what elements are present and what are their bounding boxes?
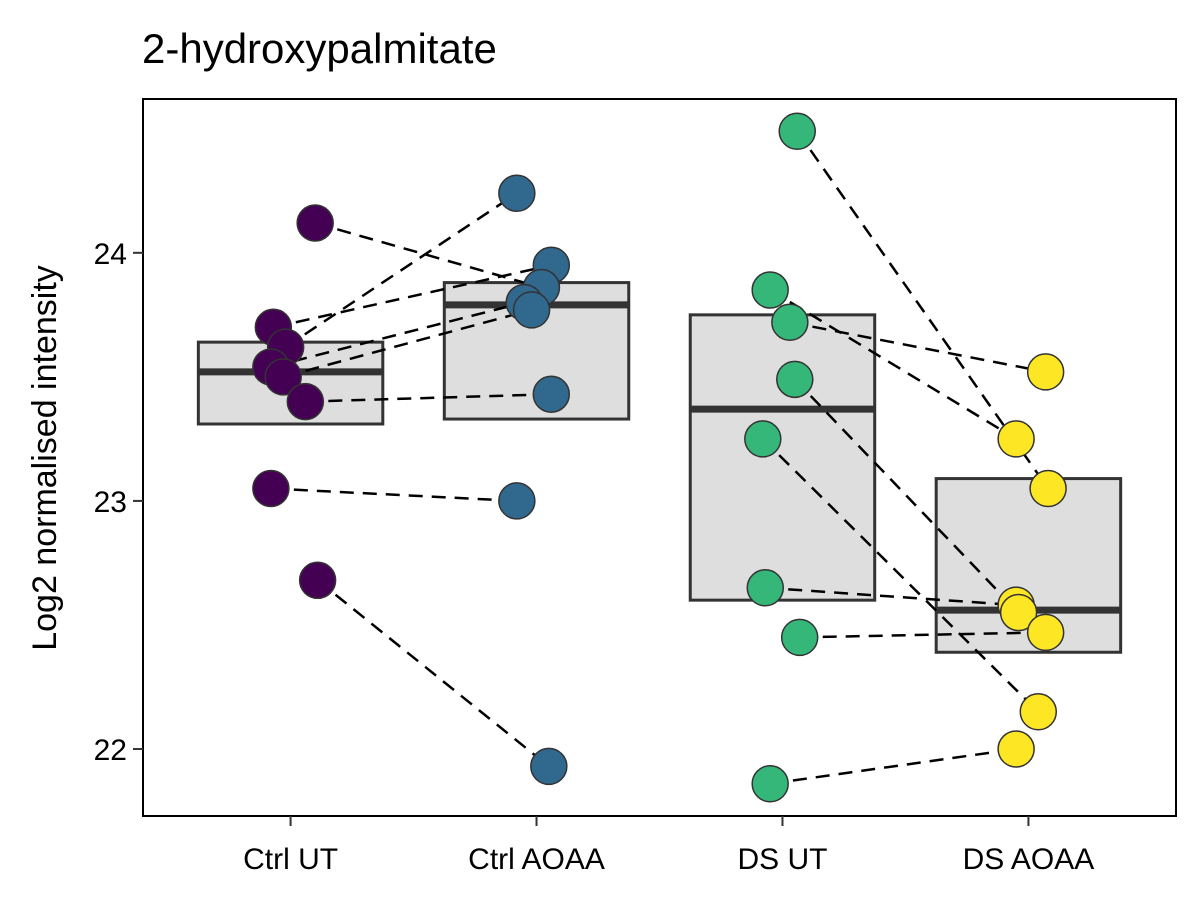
data-point-ctrl-ut-1 [296,204,334,242]
chart-title: 2-hydroxypalmitate [142,25,497,72]
data-point-ds-ut-24 [751,764,789,803]
pair-line-3 [284,192,518,349]
data-point-ctrl-ut-8 [298,561,337,600]
data-point-ds-aoaa-27 [1029,469,1067,508]
data-point-ds-aoaa-32 [997,730,1035,768]
pair-lines-layer [270,130,1050,785]
data-point-ds-ut-18 [751,271,789,309]
data-point-ds-aoaa-25 [1026,353,1065,391]
pair-line-9 [796,130,1050,490]
data-point-ctrl-aoaa-16 [530,747,568,786]
data-point-ds-aoaa-31 [1019,693,1058,731]
boxes-layer [196,281,1123,654]
data-point-ds-aoaa-29 [999,593,1038,632]
x-tick-label-ds-ut: DS UT [737,843,827,876]
data-point-ctrl-aoaa-14 [532,375,571,413]
data-point-ds-aoaa-26 [997,420,1035,458]
data-point-ds-ut-20 [776,360,814,399]
y-tick-label-22: 22 [94,734,127,767]
x-tick-label-ds-aoaa: DS AOAA [963,843,1095,876]
pair-line-5 [282,308,532,379]
x-tick-label-ctrl-ut: Ctrl UT [243,843,338,876]
data-point-ds-ut-22 [746,569,785,607]
plot-panel-border [142,98,1177,817]
pair-line-13 [761,438,1040,713]
pair-line-10 [769,288,1017,440]
pair-line-16 [770,747,1017,785]
points-layer [252,112,1067,803]
data-point-ctrl-ut-6 [286,382,325,421]
data-point-ctrl-ut-5 [264,358,302,396]
data-point-ctrl-ut-7 [252,469,290,508]
pair-line-4 [270,301,525,369]
axes-layer: 22 23 24 Ctrl UT Ctrl AOAA DS UT DS AOAA [94,98,1177,876]
data-point-ds-ut-23 [780,618,819,657]
data-point-ds-ut-17 [778,112,816,151]
x-tick-label-ctrl-aoaa: Ctrl AOAA [468,843,605,876]
pair-line-8 [316,579,550,768]
pair-line-7 [270,487,517,503]
pair-line-12 [793,378,1020,614]
data-point-ds-ut-19 [771,303,809,342]
pair-line-1 [314,221,542,289]
y-tick-label-23: 23 [94,486,127,519]
pair-line-6 [305,392,552,403]
y-tick-label-24: 24 [94,238,127,271]
data-point-ctrl-aoaa-13 [512,291,551,329]
pair-line-14 [765,586,1017,607]
pair-line-11 [789,321,1046,374]
data-point-ds-aoaa-30 [1026,613,1065,652]
pair-line-15 [799,631,1046,639]
data-point-ctrl-aoaa-9 [498,174,536,213]
y-axis-title: Log2 normalised intensity [26,265,64,651]
pair-line-2 [273,264,552,329]
data-point-ds-ut-21 [744,420,782,458]
data-point-ctrl-aoaa-15 [498,482,536,520]
